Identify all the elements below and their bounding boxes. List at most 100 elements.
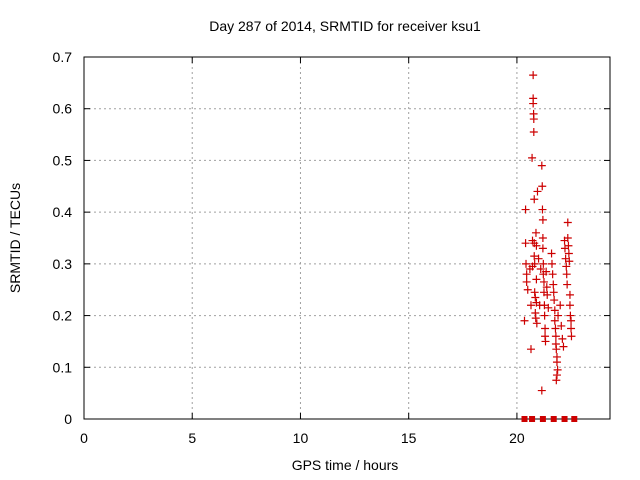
data-point [542, 283, 551, 292]
y-axis-label: SRMTID / TECUs [7, 183, 23, 293]
data-point [532, 319, 541, 328]
data-point [550, 316, 559, 325]
data-point [539, 259, 548, 268]
y-tick-label: 0.4 [53, 204, 73, 220]
data-point [526, 301, 535, 310]
zero-marker [521, 416, 528, 422]
zero-marker [550, 416, 557, 422]
data-point [534, 254, 543, 263]
data-point [531, 293, 540, 302]
data-point [537, 386, 546, 395]
data-point [567, 316, 576, 325]
data-point [547, 249, 556, 258]
data-point [529, 99, 538, 108]
y-tick-label: 0.6 [53, 101, 73, 117]
data-point [541, 324, 550, 333]
data-point [564, 249, 573, 258]
data-point [563, 234, 572, 242]
data-point [531, 228, 540, 237]
data-point [530, 252, 539, 261]
x-tick-label: 5 [188, 430, 196, 446]
data-point [532, 241, 541, 250]
data-point [528, 153, 537, 162]
data-point [567, 324, 576, 333]
data-point [533, 187, 542, 196]
data-point [559, 342, 568, 351]
plot-area [83, 56, 611, 420]
data-point [558, 334, 567, 343]
data-point [526, 345, 535, 354]
data-point [536, 265, 545, 274]
data-point [547, 259, 556, 268]
data-point [553, 365, 562, 374]
data-point [522, 259, 531, 268]
data-point [538, 205, 547, 214]
zero-marker [529, 416, 536, 422]
data-point [549, 280, 558, 289]
data-point [532, 275, 541, 284]
data-point [552, 371, 561, 380]
x-tick-label: 15 [401, 430, 417, 446]
data-point [530, 259, 539, 268]
data-point [520, 316, 529, 325]
data-point [523, 285, 532, 294]
y-tick-label: 0.2 [53, 308, 73, 324]
x-tick-label: 20 [509, 430, 525, 446]
data-point [537, 161, 546, 170]
y-tick-label: 0.7 [53, 49, 73, 65]
y-tick-label: 0 [64, 411, 72, 427]
data-point [544, 303, 553, 312]
data-point [557, 321, 566, 330]
data-point [522, 277, 531, 286]
data-point [552, 345, 561, 354]
data-point [529, 115, 538, 124]
data-point [550, 296, 559, 305]
y-tick-label: 0.1 [53, 359, 73, 375]
data-point [530, 288, 539, 297]
data-point [548, 270, 557, 279]
data-point [554, 311, 563, 320]
data-point [538, 244, 547, 253]
data-point [522, 270, 531, 279]
y-tick-label: 0.5 [53, 152, 73, 168]
data-point [541, 337, 550, 346]
data-point [531, 314, 540, 323]
chart-title: Day 287 of 2014, SRMTID for receiver ksu… [209, 18, 481, 34]
gridlines [84, 57, 610, 419]
data-point [552, 376, 561, 385]
data-point [563, 280, 572, 289]
data-point [565, 257, 574, 266]
x-tick-label: 10 [293, 430, 309, 446]
zero-marker [539, 416, 546, 422]
data-point [556, 301, 565, 310]
data-point [538, 215, 547, 224]
x-axis-label: GPS time / hours [292, 457, 399, 473]
data-point [563, 218, 572, 227]
y-tick-label: 0.3 [53, 256, 73, 272]
data-point [540, 311, 549, 320]
data-point [552, 358, 561, 367]
data-point [521, 205, 530, 214]
data-point [529, 127, 538, 136]
data-point [565, 301, 574, 310]
data-point [566, 311, 575, 320]
zero-marker [571, 416, 578, 422]
zero-marker [561, 416, 568, 422]
data-point [564, 241, 573, 250]
data-point [538, 182, 547, 191]
axis-ticks: 0 5 10 15 20 0 0.1 0.2 0.3 0.4 0.5 0.6 0.7 [53, 49, 610, 446]
data-point [549, 288, 558, 297]
data-point [542, 267, 551, 276]
data-point [565, 290, 574, 299]
data-point [521, 239, 530, 248]
data-point [551, 324, 560, 333]
data-point [567, 332, 576, 341]
data-point [543, 290, 552, 299]
data-point [529, 71, 538, 80]
data-points [520, 71, 578, 422]
data-point [562, 262, 571, 271]
data-point [551, 332, 560, 341]
data-point [538, 234, 547, 242]
data-point [562, 270, 571, 279]
